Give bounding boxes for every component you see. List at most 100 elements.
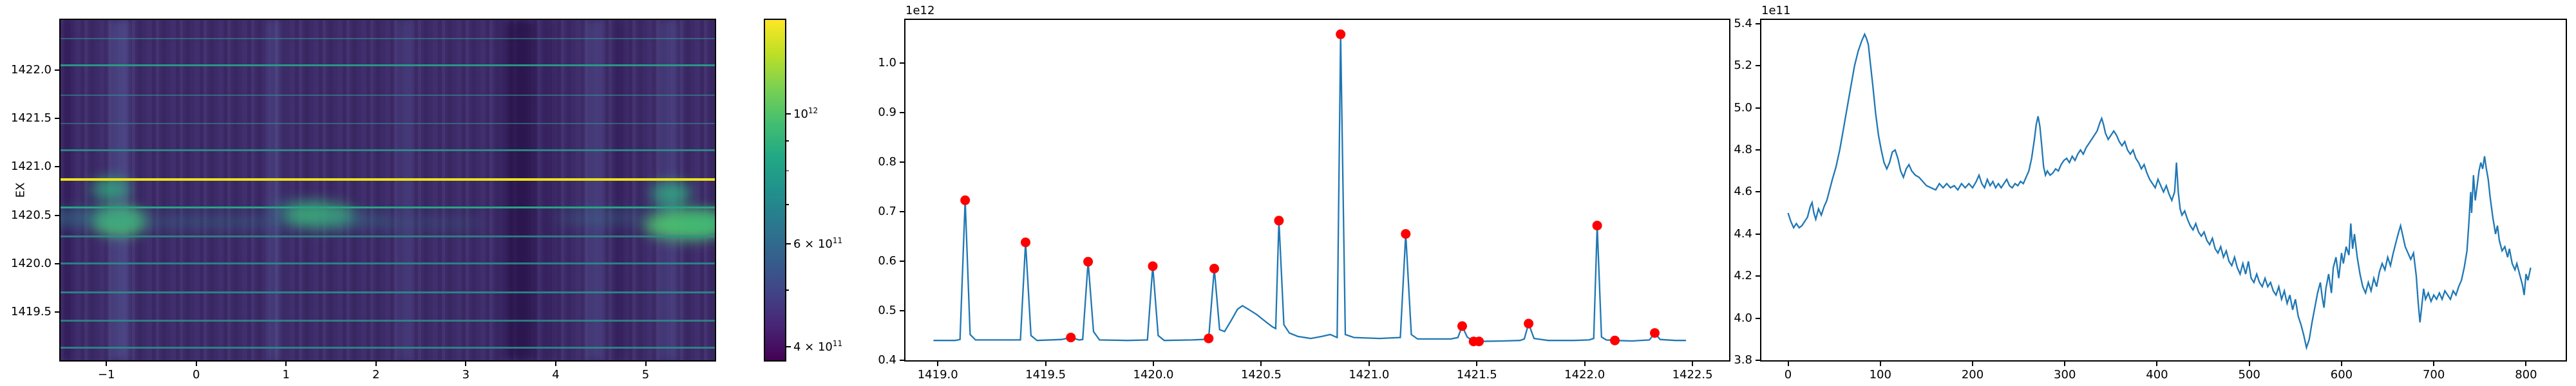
spectrum-panel-y-tick-label: 0.9 — [878, 105, 896, 119]
timeseries-panel-x-tick-label: 500 — [2238, 368, 2260, 381]
timeseries-panel-frame — [1760, 19, 2567, 362]
heatmap-emission-blob — [553, 212, 657, 225]
heatmap-y-tick — [55, 214, 59, 216]
spectrum-panel-peak-marker — [1274, 216, 1284, 226]
heatmap-y-tick-label: 1421.0 — [11, 160, 52, 174]
spectrum-panel-x-tick — [1584, 362, 1586, 366]
timeseries-panel-y-tick-label: 4.4 — [1734, 226, 1752, 241]
spectrum-panel-peak-marker — [1148, 261, 1158, 271]
colorbar-minor-tick — [786, 204, 789, 205]
heatmap-x-tick-label: 4 — [552, 368, 560, 381]
heatmap-y-tick-label: 1419.5 — [11, 304, 52, 318]
spectrum-panel-peak-marker — [960, 195, 971, 205]
spectrum-panel-y-tick — [900, 111, 904, 113]
timeseries-panel-y-tick-label: 5.4 — [1734, 16, 1752, 30]
spectrum-panel-peak-marker — [1592, 221, 1602, 231]
timeseries-panel-y-tick-label: 4.0 — [1734, 311, 1752, 325]
spectrum-panel-x-tick — [937, 362, 939, 366]
spectrum-panel-y-tick — [900, 309, 904, 311]
colorbar-minor-tick — [786, 290, 789, 291]
timeseries-panel-x-tick — [2525, 362, 2527, 366]
colorbar-minor-tick — [786, 170, 789, 172]
spectrum-panel-x-tick-label: 1421.0 — [1349, 368, 1390, 381]
heatmap-y-tick — [55, 311, 59, 313]
heatmap-y-tick-label: 1421.5 — [11, 111, 52, 125]
spectrum-panel-x-tick-label: 1419.5 — [1025, 368, 1066, 381]
timeseries-panel-y-tick — [1756, 107, 1760, 109]
spectrum-panel-frame — [904, 19, 1730, 362]
timeseries-panel-x-tick-label: 600 — [2330, 368, 2353, 381]
heatmap-emission-blob — [91, 178, 131, 200]
heatmap-emission-blob — [372, 217, 488, 229]
spectrum-panel-y-tick — [900, 161, 904, 163]
timeseries-panel-y-tick-label: 5.2 — [1734, 59, 1752, 73]
heatmap-spectral-line — [61, 319, 715, 322]
timeseries-panel-x-tick — [2433, 362, 2435, 366]
heatmap-vertical-band — [547, 20, 556, 360]
heatmap-spectral-line — [61, 262, 715, 265]
timeseries-panel-plot-area — [1787, 32, 2532, 351]
timeseries-panel-x-tick — [2340, 362, 2342, 366]
heatmap-y-tick — [55, 166, 59, 168]
heatmap-emission-blob — [314, 213, 392, 228]
spectrum-panel-y-tick-label: 0.6 — [878, 253, 896, 268]
spectrum-panel-peak-marker — [1021, 237, 1030, 248]
spectrum-panel-y-tick-label: 0.7 — [878, 204, 896, 218]
spectrum-panel-y-tick — [900, 260, 904, 262]
spectrum-panel-y-tick-label: 0.4 — [878, 353, 896, 367]
spectrum-panel-peak-marker — [1066, 333, 1076, 343]
colorbar-gradient — [764, 19, 786, 362]
middle-panel-offset-label: 1e12 — [905, 4, 935, 17]
timeseries-panel-x-tick-label: 0 — [1784, 368, 1792, 381]
heatmap-vertical-band — [504, 20, 535, 360]
timeseries-panel-x-tick — [2248, 362, 2250, 366]
heatmap-y-tick — [55, 262, 59, 264]
timeseries-panel-y-tick — [1756, 275, 1760, 277]
heatmap-x-tick-label: 1 — [282, 368, 290, 381]
colorbar-minor-tick — [786, 140, 789, 142]
heatmap-spectral-line — [61, 178, 715, 181]
spectrum-panel-data-line — [933, 34, 1686, 342]
heatmap-x-tick-label: 5 — [641, 368, 650, 381]
timeseries-panel-y-tick — [1756, 360, 1760, 361]
timeseries-panel-x-tick-label: 100 — [1869, 368, 1891, 381]
heatmap-plot-area — [61, 20, 715, 360]
heatmap-vertical-band — [61, 20, 71, 360]
timeseries-panel-x-tick — [1972, 362, 1973, 366]
timeseries-panel-x-tick — [1879, 362, 1881, 366]
timeseries-panel-x-tick — [2156, 362, 2158, 366]
timeseries-panel-y-tick — [1756, 149, 1760, 151]
timeseries-panel-x-tick-label: 300 — [2054, 368, 2076, 381]
heatmap-vertical-band — [268, 20, 281, 360]
spectrum-panel-y-tick-label: 0.5 — [878, 303, 896, 317]
spectrum-panel-peak-marker — [1336, 29, 1346, 39]
timeseries-panel-y-tick-label: 4.8 — [1734, 143, 1752, 157]
colorbar-major-tick — [786, 243, 791, 244]
heatmap-spectral-line — [61, 95, 715, 96]
heatmap-x-tick-label: 0 — [193, 368, 200, 381]
spectrum-panel-peak-marker — [1650, 328, 1660, 338]
timeseries-panel-x-tick — [1787, 362, 1789, 366]
timeseries-panel-y-tick-label: 4.2 — [1734, 269, 1752, 283]
spectrum-panel-x-tick — [1045, 362, 1046, 366]
heatmap-y-tick-label: 1420.5 — [11, 208, 52, 222]
spectrum-panel-x-tick — [1692, 362, 1694, 366]
heatmap-x-tick-label: 2 — [372, 368, 380, 381]
timeseries-panel-x-tick-label: 800 — [2515, 368, 2537, 381]
heatmap-y-axis-label: EX — [14, 182, 28, 198]
timeseries-panel-x-tick — [2064, 362, 2066, 366]
timeseries-panel-x-tick-label: 400 — [2146, 368, 2168, 381]
heatmap-x-tick — [195, 362, 197, 366]
spectrum-panel-peak-marker — [1524, 318, 1534, 329]
timeseries-panel-y-tick-label: 5.0 — [1734, 100, 1752, 115]
heatmap-x-tick-label: −1 — [97, 368, 115, 381]
timeseries-panel-y-tick — [1756, 65, 1760, 67]
timeseries-panel-x-tick-label: 200 — [1961, 368, 1984, 381]
colorbar-major-tick — [786, 345, 791, 347]
heatmap-y-tick — [55, 118, 59, 120]
heatmap-y-tick-label: 1422.0 — [11, 63, 52, 77]
spectrum-panel-peak-marker — [1401, 229, 1411, 239]
spectrum-panel-x-tick-label: 1419.0 — [917, 368, 958, 381]
heatmap-spectral-line — [61, 207, 715, 209]
heatmap-vertical-band — [586, 20, 603, 360]
